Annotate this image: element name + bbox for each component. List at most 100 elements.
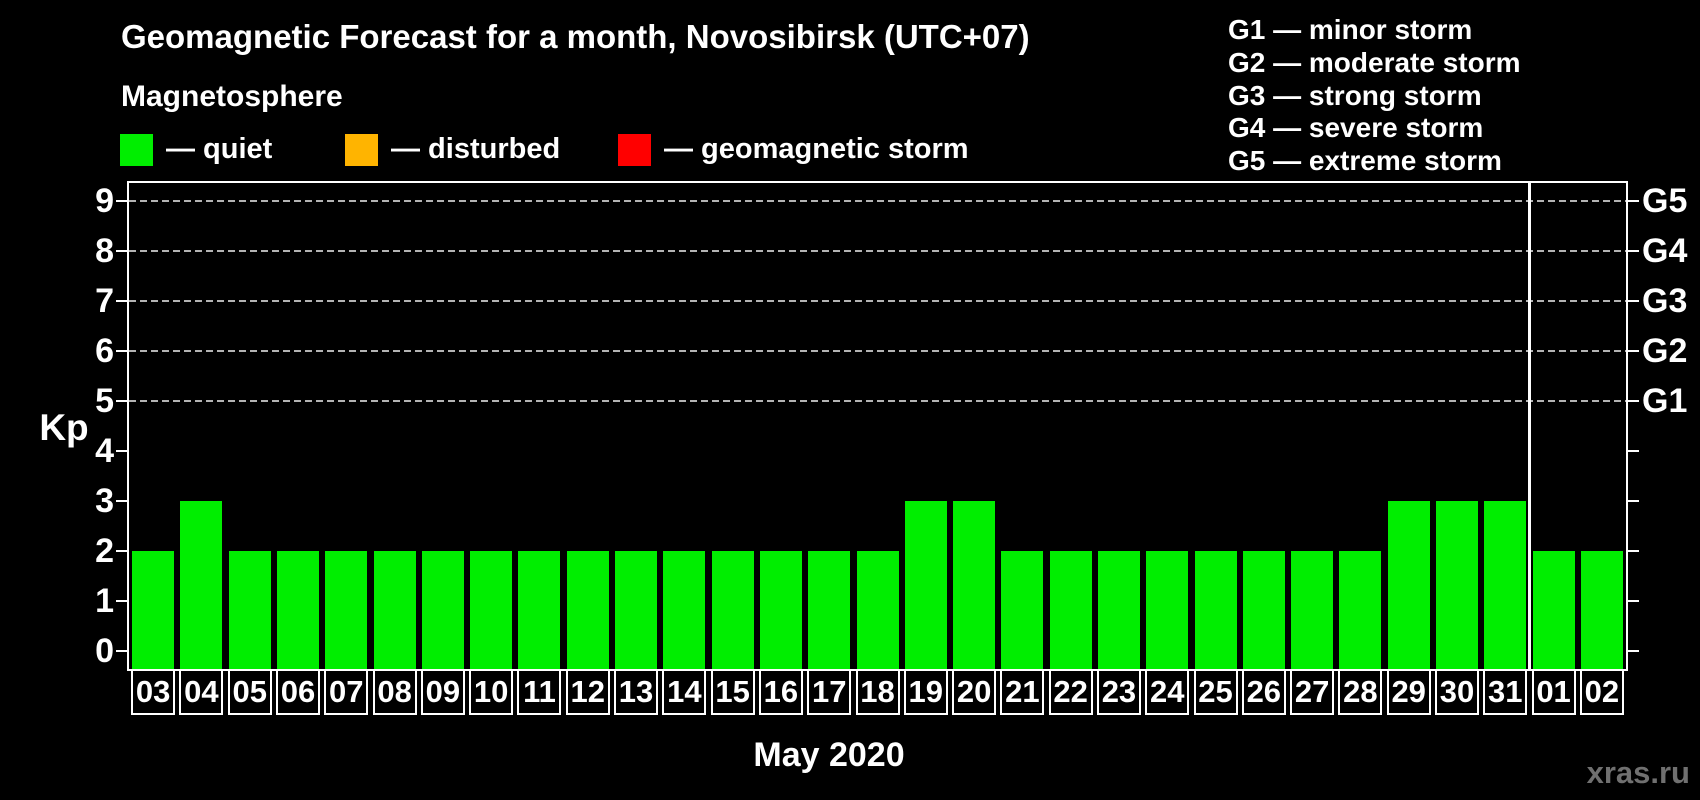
g-scale-legend: G1 — minor storm G2 — moderate storm G3 … <box>1228 14 1521 178</box>
gridline-kp7 <box>129 300 1626 302</box>
y-tick-right-7 <box>1626 300 1639 302</box>
storm-color-swatch <box>618 133 651 166</box>
kp-bar-day-12 <box>566 551 609 669</box>
y-axis-title: Kp <box>39 407 89 448</box>
month-label: May 2020 <box>753 736 905 774</box>
y-tick-label-7: 7 <box>95 282 114 320</box>
y-tick-label-6: 6 <box>95 332 114 370</box>
kp-bar-day-16 <box>759 551 802 669</box>
y-tick-right-5 <box>1626 400 1639 402</box>
kp-bar-day-14 <box>663 551 706 669</box>
kp-bar-day-30 <box>1435 501 1478 669</box>
g-scale-label-g5: G5 <box>1642 182 1688 220</box>
kp-bar-day-20 <box>953 501 996 669</box>
kp-bar-day-24 <box>1146 551 1189 669</box>
legend-label-storm: — geomagnetic storm <box>664 133 969 165</box>
g-legend-line-g5: G5 — extreme storm <box>1228 145 1502 177</box>
g-scale-label-g3: G3 <box>1642 282 1688 320</box>
day-label-cell-30: 30 <box>1434 669 1479 715</box>
g-scale-label-g2: G2 <box>1642 332 1688 370</box>
y-tick-label-3: 3 <box>95 482 114 520</box>
y-tick-left-8 <box>116 250 129 252</box>
y-tick-left-5 <box>116 400 129 402</box>
kp-bar-day-04 <box>180 501 223 669</box>
plot-frame <box>127 181 1628 671</box>
day-label-cell-21: 21 <box>1000 669 1045 715</box>
y-tick-label-8: 8 <box>95 232 114 270</box>
day-label-cell-02: 02 <box>1579 669 1624 715</box>
legend-label-quiet: — quiet <box>166 133 273 165</box>
gridline-kp8 <box>129 250 1626 252</box>
g-legend-line-g3: G3 — strong storm <box>1228 79 1482 111</box>
chart-title: Geomagnetic Forecast for a month, Novosi… <box>121 18 1030 55</box>
y-tick-left-0 <box>116 650 129 652</box>
kp-bar-day-13 <box>615 551 658 669</box>
gridline-kp9 <box>129 200 1626 202</box>
kp-bar-day-23 <box>1097 551 1140 669</box>
legend-item-disturbed: — disturbed <box>345 133 560 166</box>
day-label-cell-19: 19 <box>903 669 948 715</box>
kp-bar-day-08 <box>373 551 416 669</box>
g-legend-line-g4: G4 — severe storm <box>1228 112 1484 144</box>
y-tick-right-6 <box>1626 350 1639 352</box>
day-label-cell-05: 05 <box>227 669 272 715</box>
day-label-cell-03: 03 <box>131 669 176 715</box>
kp-bar-day-18 <box>856 551 899 669</box>
y-tick-right-0 <box>1626 650 1639 652</box>
y-tick-label-0: 0 <box>95 632 114 670</box>
y-tick-right-4 <box>1626 450 1639 452</box>
kp-bar-day-10 <box>470 551 513 669</box>
gridline-kp5 <box>129 400 1626 402</box>
day-label-cell-18: 18 <box>855 669 900 715</box>
day-label-cell-11: 11 <box>517 669 562 715</box>
y-tick-left-4 <box>116 450 129 452</box>
day-label-cell-14: 14 <box>662 669 707 715</box>
disturbed-color-swatch <box>345 133 378 166</box>
y-tick-label-1: 1 <box>95 582 114 620</box>
day-label-cell-17: 17 <box>807 669 852 715</box>
kp-bar-day-09 <box>421 551 464 669</box>
kp-bar-day-26 <box>1242 551 1285 669</box>
kp-bar-day-11 <box>518 551 561 669</box>
y-tick-right-8 <box>1626 250 1639 252</box>
y-tick-label-4: 4 <box>95 432 114 470</box>
y-tick-left-1 <box>116 600 129 602</box>
kp-bar-day-31 <box>1484 501 1527 669</box>
kp-bar-day-28 <box>1339 551 1382 669</box>
kp-bar-day-17 <box>808 551 851 669</box>
g-legend-line-g2: G2 — moderate storm <box>1228 46 1521 78</box>
g-scale-label-g4: G4 <box>1642 232 1688 270</box>
day-label-cell-06: 06 <box>276 669 321 715</box>
kp-bar-day-01 <box>1532 551 1575 669</box>
kp-bar-day-02 <box>1580 551 1623 669</box>
day-label-cell-01: 01 <box>1531 669 1576 715</box>
g-scale-label-g1: G1 <box>1642 382 1688 420</box>
y-tick-right-1 <box>1626 600 1639 602</box>
kp-bar-day-29 <box>1387 501 1430 669</box>
day-label-cell-24: 24 <box>1145 669 1190 715</box>
y-tick-label-2: 2 <box>95 532 114 570</box>
kp-bar-day-19 <box>904 501 947 669</box>
kp-bar-day-22 <box>1049 551 1092 669</box>
kp-bar-day-06 <box>277 551 320 669</box>
y-tick-left-7 <box>116 300 129 302</box>
kp-bar-day-25 <box>1194 551 1237 669</box>
day-label-cell-13: 13 <box>614 669 659 715</box>
legend-item-quiet: — quiet <box>120 133 272 166</box>
day-label-cell-20: 20 <box>952 669 997 715</box>
day-label-cell-28: 28 <box>1338 669 1383 715</box>
watermark: xras.ru <box>1586 755 1690 790</box>
y-tick-left-9 <box>116 200 129 202</box>
day-label-cell-26: 26 <box>1241 669 1286 715</box>
kp-bar-day-27 <box>1291 551 1334 669</box>
y-tick-right-2 <box>1626 550 1639 552</box>
legend-item-storm: — geomagnetic storm <box>618 133 969 166</box>
y-tick-label-9: 9 <box>95 182 114 220</box>
day-label-cell-29: 29 <box>1386 669 1431 715</box>
y-tick-left-2 <box>116 550 129 552</box>
gridline-kp6 <box>129 350 1626 352</box>
y-tick-label-5: 5 <box>95 382 114 420</box>
kp-bar-day-05 <box>228 551 271 669</box>
kp-bar-day-15 <box>711 551 754 669</box>
